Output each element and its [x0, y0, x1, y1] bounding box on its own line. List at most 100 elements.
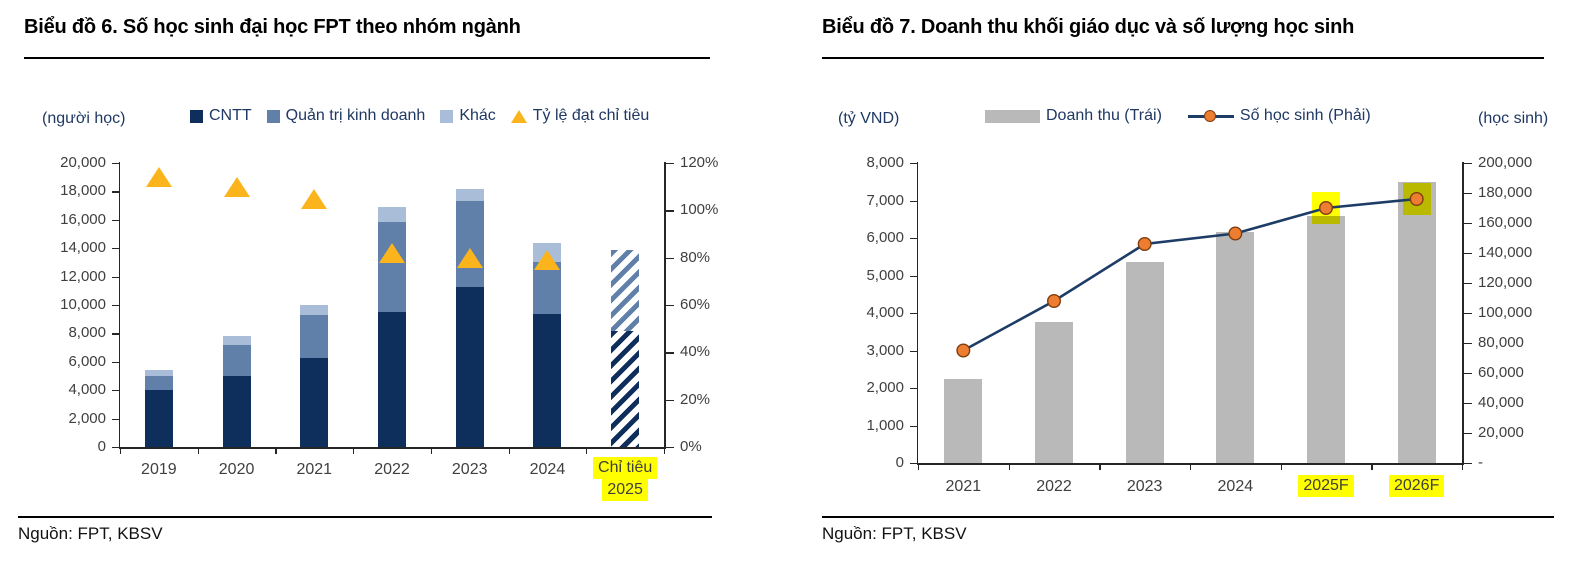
chart7-y-tick-label: 1,000 — [866, 416, 904, 434]
chart7-y-tick-label: 7,000 — [866, 191, 904, 209]
chart7-x-label: 2021 — [945, 478, 982, 495]
chart7-right-tick — [1463, 433, 1472, 435]
chart7-x-label: 2022 — [1036, 478, 1072, 495]
chart6-y-tick-label: 14,000 — [60, 239, 106, 257]
chart6-x-tick — [664, 448, 666, 454]
chart7-right-tick-label: 120,000 — [1478, 274, 1533, 291]
chart6-ratio-triangle-marker — [223, 176, 250, 197]
chart6-y-tick — [112, 219, 120, 221]
chart7-x-label: 2024 — [1217, 478, 1254, 495]
chart7-x-tick — [1280, 464, 1282, 470]
chart6-x-label: 2021 — [296, 461, 333, 478]
chart6-ratio-triangle-marker — [379, 242, 405, 263]
chart7-right-tick — [1463, 463, 1472, 465]
chart6-x-tick — [430, 448, 433, 454]
chart7-right-tick-label: 80,000 — [1478, 334, 1524, 351]
chart6-title-underline — [24, 57, 710, 59]
chart7-x-label: 2023 — [1126, 478, 1163, 495]
chart7-y-tick — [910, 313, 918, 315]
chart7-legend: Doanh thu (Trái) Số học sinh (Phải) — [985, 107, 1371, 125]
chart7-right-tick — [1463, 343, 1472, 345]
chart6-right-tick-label: 60% — [680, 296, 711, 313]
chart6-bar-segment-series1 — [533, 313, 562, 447]
chart6-bar-segment-series2 — [222, 344, 251, 376]
business-swatch-icon — [266, 109, 280, 123]
chart6-y-tick-label: 18,000 — [60, 182, 106, 200]
chart7-revenue-bar — [944, 378, 983, 463]
chart6-legend-item: Tỷ lệ đạt chỉ tiêu — [510, 107, 650, 125]
chart7-right-tick-label: 60,000 — [1478, 364, 1524, 381]
chart7-y-tick — [910, 275, 918, 277]
chart7-right-tick-label: - — [1478, 454, 1483, 471]
chart6-right-tick — [665, 210, 674, 212]
chart7-forecast-highlight — [1312, 192, 1340, 224]
chart6-x-label-target: Chỉ tiêu 2025 — [577, 457, 673, 501]
chart6-legend: CNTT Quản trị kinh doanh Khác Tỷ lệ đạt chỉ… — [190, 107, 649, 125]
chart6-right-tick-label: 120% — [680, 154, 719, 171]
chart6-x-tick — [275, 448, 277, 454]
chart6-legend-label: Khác — [459, 107, 496, 124]
chart6-y-tick — [112, 361, 120, 363]
chart7-x-label-forecast: 2025F — [1286, 475, 1366, 497]
chart6-secondary-y-axis-line — [664, 162, 666, 448]
chart6-target-bar-hatched-segment — [611, 330, 640, 447]
chart6-y-tick-label: 20,000 — [60, 154, 106, 171]
chart6-y-tick — [112, 163, 120, 165]
chart7-right-tick-label: 160,000 — [1478, 214, 1533, 231]
chart7-x-tick — [1371, 464, 1373, 470]
chart7-x-tick — [1462, 464, 1464, 470]
chart6-bar-segment-series3 — [378, 207, 406, 222]
chart6-right-tick-label: 20% — [680, 390, 711, 408]
chart6-y-tick-label: 10,000 — [60, 296, 106, 313]
chart6-y-tick-label: 4,000 — [68, 381, 106, 399]
chart6-bar-segment-series1 — [300, 357, 329, 447]
chart7-right-tick-label: 200,000 — [1478, 154, 1533, 171]
chart7-right-tick — [1463, 313, 1472, 315]
chart7-right-tick-label: 100,000 — [1478, 304, 1533, 321]
chart6-ratio-triangle-marker — [534, 250, 561, 271]
chart6-right-tick — [665, 305, 674, 307]
chart6-bar-segment-series1 — [222, 376, 251, 447]
chart7-legend-item: Doanh thu (Trái) — [985, 107, 1162, 125]
chart6-bar-segment-series1 — [455, 286, 484, 447]
chart7-legend-item: Số học sinh (Phải) — [1187, 107, 1371, 125]
chart7-x-tick — [1008, 464, 1010, 470]
chart7-right-axis-unit: (học sinh) — [1478, 110, 1549, 127]
chart7-x-label-forecast: 2026F — [1377, 475, 1457, 497]
chart6-right-tick — [665, 257, 674, 259]
chart7-title-underline — [822, 57, 1544, 59]
chart7-x-tick — [1099, 464, 1101, 470]
chart6-ratio-triangle-marker — [145, 167, 172, 188]
chart6-bar-segment-series2 — [300, 314, 329, 358]
chart6-legend-label: Tỷ lệ đạt chỉ tiêu — [532, 107, 650, 124]
chart7-right-tick-label: 20,000 — [1478, 424, 1524, 441]
chart6-y-tick-label: 0 — [97, 438, 106, 455]
chart6-source-rule — [18, 516, 712, 518]
students-line-swatch-icon — [1187, 109, 1234, 122]
chart6-x-label: 2022 — [374, 461, 410, 478]
chart6-x-label: 2024 — [529, 461, 566, 478]
chart7-revenue-bar — [1216, 232, 1255, 463]
chart6-legend-label: CNTT — [209, 107, 252, 124]
chart7-line-marker — [1046, 294, 1061, 309]
chart7-left-axis-unit: (tỷ VND) — [838, 110, 900, 127]
chart6-bar-segment-series3 — [300, 305, 329, 315]
chart6-y-tick — [112, 390, 120, 392]
chart6-bar-segment-series2 — [533, 262, 562, 314]
chart6-y-tick — [112, 191, 120, 193]
chart7-right-tick — [1463, 193, 1472, 195]
chart6-right-tick — [665, 447, 674, 449]
chart6-target-label-line: 2025 — [602, 479, 648, 501]
chart6-legend-item: CNTT — [190, 107, 252, 125]
chart7-x-axis-line — [916, 463, 1464, 465]
chart7-revenue-bar — [1035, 322, 1073, 463]
chart6-y-tick — [112, 248, 120, 250]
chart6-x-tick — [197, 448, 199, 454]
chart7-right-tick — [1463, 283, 1472, 285]
other-swatch-icon — [440, 109, 454, 123]
chart7-right-tick — [1463, 403, 1472, 405]
chart7-revenue-bar — [1307, 215, 1345, 463]
chart6-y-tick-label: 8,000 — [68, 324, 106, 342]
chart7-y-tick — [910, 463, 918, 465]
chart6-y-tick — [112, 305, 120, 307]
